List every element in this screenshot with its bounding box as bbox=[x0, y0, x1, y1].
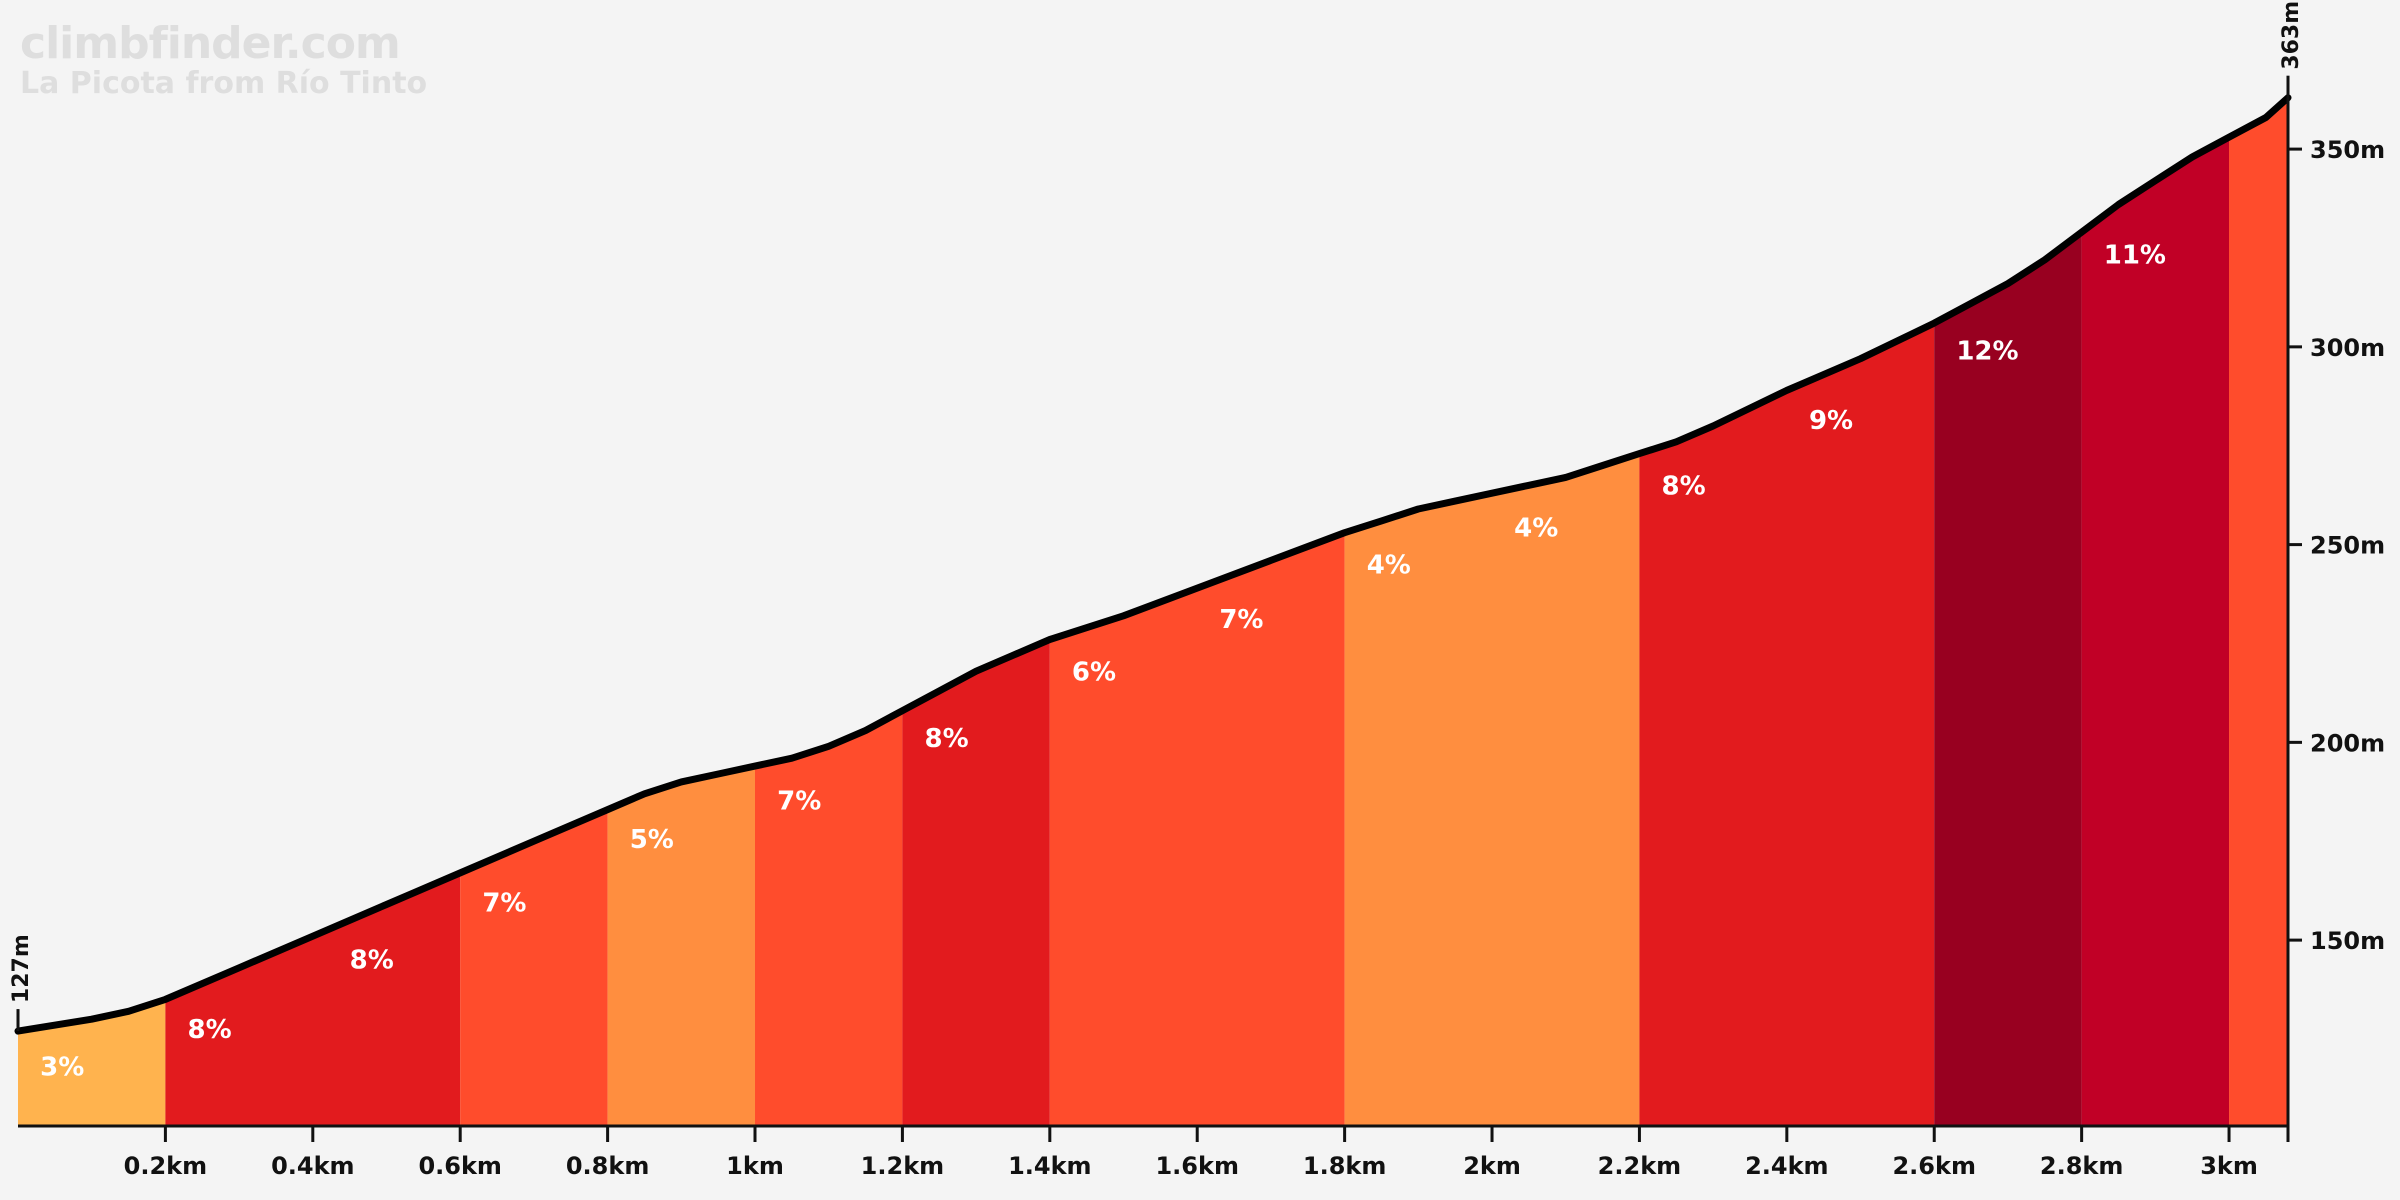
grade-label-3: 8% bbox=[350, 945, 394, 975]
grade-segment-10 bbox=[1934, 232, 2082, 1126]
profile-line bbox=[14, 94, 2292, 1035]
y-tick-label-3: 250m bbox=[2310, 532, 2385, 560]
grade-segment-11 bbox=[2081, 137, 2230, 1126]
x-tick-label-9: 1.8km bbox=[1303, 1152, 1386, 1180]
grade-segment-9 bbox=[1639, 323, 1935, 1127]
grade-segment-5 bbox=[755, 710, 903, 1126]
grade-segment-1 bbox=[18, 999, 166, 1126]
grade-segment-7 bbox=[1049, 532, 1345, 1126]
grade-label-1: 3% bbox=[40, 1053, 84, 1083]
y-tick-label-4: 300m bbox=[2310, 334, 2385, 362]
grade-segment-8 bbox=[1344, 453, 1640, 1127]
end-elevation-label: 363m bbox=[2279, 1, 2304, 70]
grade-label-6: 7% bbox=[777, 786, 821, 816]
grade-segment-12 bbox=[2229, 97, 2288, 1127]
brand-watermark: climbfinder.com bbox=[20, 18, 401, 69]
grade-segment-2 bbox=[165, 872, 461, 1126]
grade-label-15: 11% bbox=[2104, 241, 2166, 271]
x-tick-label-4: 0.8km bbox=[566, 1152, 649, 1180]
x-tick-label-11: 2.2km bbox=[1598, 1152, 1681, 1180]
start-elevation-label: 127m bbox=[9, 934, 34, 1003]
x-tick-label-5: 1km bbox=[726, 1152, 784, 1180]
x-tick-label-2: 0.4km bbox=[271, 1152, 354, 1180]
grade-label-2: 8% bbox=[188, 1015, 232, 1045]
grade-segment-6 bbox=[902, 639, 1050, 1126]
grade-label-9: 7% bbox=[1219, 605, 1263, 635]
x-tick-label-6: 1.2km bbox=[861, 1152, 944, 1180]
grade-label-8: 6% bbox=[1072, 657, 1116, 687]
grade-label-4: 7% bbox=[482, 888, 526, 918]
grade-label-11: 4% bbox=[1514, 513, 1558, 543]
grade-label-12: 8% bbox=[1662, 472, 1706, 502]
x-tick-label-7: 1.4km bbox=[1008, 1152, 1091, 1180]
y-tick-label-1: 150m bbox=[2310, 927, 2385, 955]
x-tick-label-3: 0.6km bbox=[418, 1152, 501, 1180]
x-tick-label-10: 2km bbox=[1463, 1152, 1521, 1180]
y-tick-label-2: 200m bbox=[2310, 729, 2385, 757]
grade-label-7: 8% bbox=[925, 724, 969, 754]
x-tick-label-14: 2.8km bbox=[2040, 1152, 2123, 1180]
x-tick-label-13: 2.6km bbox=[1892, 1152, 1975, 1180]
grade-label-14: 12% bbox=[1956, 336, 2018, 366]
grade-label-10: 4% bbox=[1367, 551, 1411, 581]
x-tick-label-12: 2.4km bbox=[1745, 1152, 1828, 1180]
climb-name: La Picota from Río Tinto bbox=[20, 66, 428, 101]
grade-segment-4 bbox=[607, 766, 756, 1126]
x-tick-label-15: 3km bbox=[2200, 1152, 2258, 1180]
grade-label-5: 5% bbox=[630, 825, 674, 855]
y-tick-label-5: 350m bbox=[2310, 136, 2385, 164]
grade-label-13: 9% bbox=[1809, 406, 1853, 436]
x-tick-label-8: 1.6km bbox=[1155, 1152, 1238, 1180]
x-tick-label-1: 0.2km bbox=[124, 1152, 207, 1180]
grade-segment-3 bbox=[460, 809, 608, 1126]
